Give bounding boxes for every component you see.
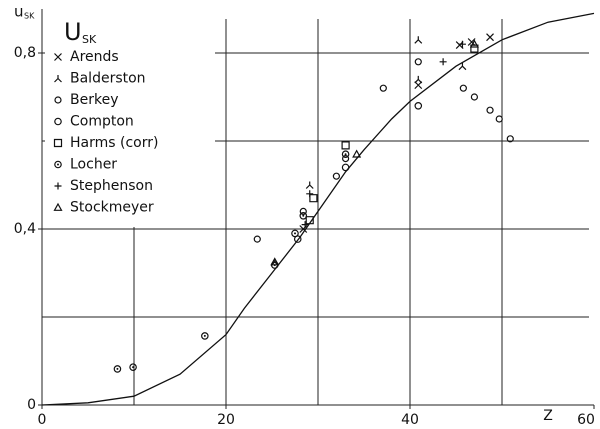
point (301, 221, 309, 229)
theory-curve (41, 12, 595, 406)
y-tick-label: 0,8 (14, 45, 36, 61)
point (305, 216, 314, 225)
point (506, 135, 514, 143)
point-center (116, 367, 119, 370)
x-axis-label: Z (543, 408, 553, 424)
point (414, 58, 422, 66)
y-axis-label-sub: SK (24, 12, 35, 21)
point (379, 84, 387, 92)
point (414, 81, 423, 90)
legend-marker (54, 160, 62, 169)
point (341, 141, 350, 150)
point (469, 39, 479, 48)
point (341, 163, 350, 172)
x-tick-label: 60 (577, 412, 595, 428)
point (309, 194, 318, 203)
legend-label: Balderston (70, 71, 146, 87)
point-ring (299, 212, 308, 220)
legend-label: Stockmeyer (70, 200, 154, 216)
legend-marker (54, 96, 62, 104)
legend-label: Locher (70, 157, 117, 173)
point (495, 115, 503, 123)
point (486, 33, 494, 42)
legend-label: Stephenson (70, 178, 153, 194)
legend-title-sub: SK (82, 33, 97, 46)
point (414, 36, 423, 44)
point (414, 75, 423, 84)
point (201, 332, 209, 340)
point (332, 172, 340, 180)
point-ring (201, 332, 209, 340)
point (113, 365, 122, 373)
point (486, 106, 494, 114)
point-ring (291, 229, 299, 238)
point (305, 181, 314, 189)
point (270, 257, 280, 266)
legend-marker (54, 53, 62, 61)
legend-label: Harms (corr) (70, 135, 158, 151)
point-center (294, 232, 296, 235)
point (352, 149, 362, 158)
point (299, 207, 307, 215)
point-center (57, 163, 59, 166)
point-center (302, 214, 305, 217)
x-tick-label: 20 (217, 412, 235, 428)
point (291, 229, 299, 238)
point (439, 58, 447, 66)
legend-label: Compton (70, 114, 134, 130)
grid (41, 9, 594, 406)
point (458, 62, 467, 71)
point (459, 84, 467, 92)
point-center (203, 334, 206, 337)
point (306, 190, 314, 198)
x-tick-label: 40 (401, 412, 419, 428)
point (129, 363, 137, 371)
point (299, 212, 308, 220)
legend-title: U (64, 18, 82, 46)
x-tick-label: 0 (38, 412, 47, 428)
point-center (132, 366, 135, 369)
legend-box (45, 12, 215, 227)
point (470, 44, 479, 53)
legend-marker (53, 202, 63, 211)
point (470, 93, 478, 101)
legend-marker (54, 182, 62, 190)
point (458, 40, 466, 48)
point-ring (341, 150, 350, 159)
point-ring (54, 160, 62, 169)
point (467, 38, 476, 46)
legend-marker (54, 75, 62, 83)
legend-marker (54, 117, 62, 126)
legend-marker (53, 138, 63, 148)
point-ring (129, 363, 137, 371)
point-center (344, 153, 347, 156)
y-tick-label: 0,4 (14, 221, 36, 237)
point-ring (113, 365, 122, 373)
y-tick-label: 0 (27, 397, 36, 413)
legend-label: Berkey (70, 92, 118, 108)
point (342, 155, 350, 163)
point (414, 102, 423, 110)
legend-label: Arends (70, 49, 119, 65)
y-axis-label: u (14, 3, 24, 21)
point (253, 235, 261, 243)
point (341, 150, 350, 159)
